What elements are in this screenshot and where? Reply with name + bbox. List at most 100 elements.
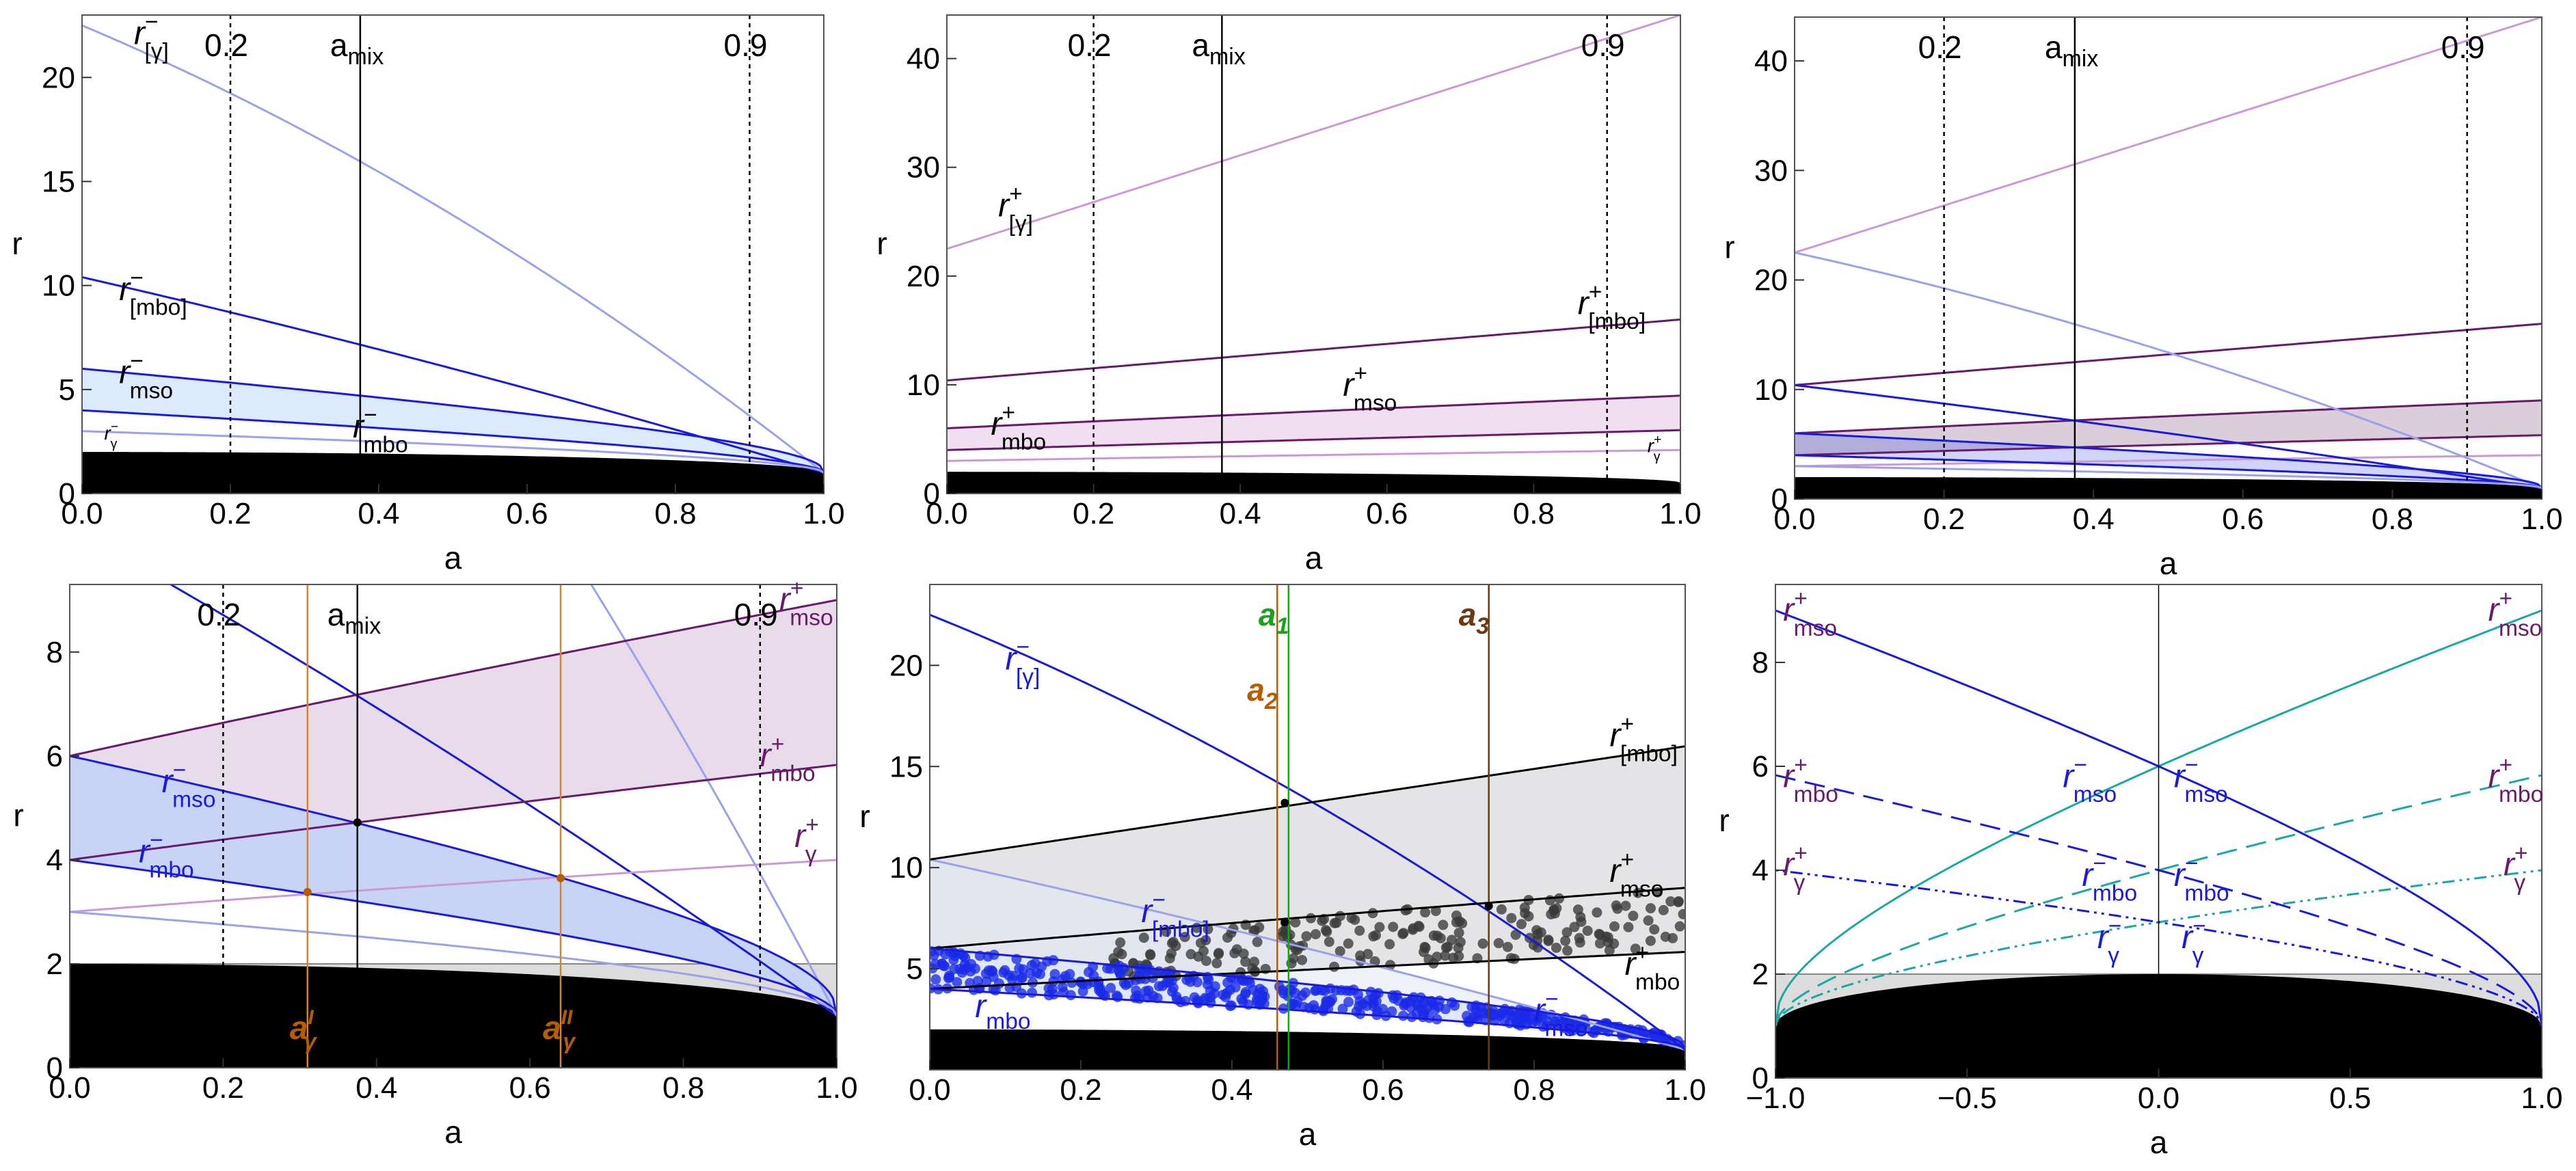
curve-label: r+ mso <box>779 576 833 630</box>
label-sup: − <box>2192 913 2206 939</box>
label-main: r <box>2097 919 2110 956</box>
curve-r_γ^+ <box>947 448 1680 462</box>
panel-bottom-left: 0.2 amix 0.9aI γ aII γ0.0 0.2 0.4 0.6 0.8 1.002468… <box>13 576 857 1150</box>
label-main: r <box>1783 592 1795 628</box>
label-sup: + <box>1794 587 1808 612</box>
x-tick-label: 0.8 <box>654 497 696 530</box>
scatter-point <box>1252 997 1263 1008</box>
scatter-point <box>1400 905 1411 916</box>
scatter-point <box>937 958 948 969</box>
y-axis-label: r <box>13 798 23 833</box>
x-tick-label: 1.0 <box>2521 502 2562 536</box>
scatter-point <box>1319 985 1330 996</box>
scatter-point <box>1609 921 1620 932</box>
x-tick-label: 0.2 <box>1073 497 1114 530</box>
curve-r_[γ]^- <box>930 614 1685 1051</box>
vline-label: 0.9 <box>724 27 768 63</box>
scatter-point <box>1192 995 1203 1006</box>
label-main: r <box>105 422 112 444</box>
curve-label: r+ γ <box>1783 841 1808 896</box>
label-sup: − <box>150 828 163 853</box>
label-sub: mix <box>2062 46 2098 72</box>
label-sup: + <box>771 731 785 757</box>
x-tick-label: 0.4 <box>1220 497 1261 530</box>
label-main: r <box>1343 367 1355 403</box>
curve-r_mbo^+ <box>70 764 837 861</box>
curve-r_mbo^- <box>82 409 824 474</box>
scatter-point <box>1388 921 1399 932</box>
x-tick-label: −0.5 <box>1937 1081 1997 1115</box>
label-sub: mbo <box>2499 782 2543 807</box>
marker-point <box>1484 902 1493 911</box>
label-sub: mbo <box>363 432 407 457</box>
x-tick-label: 0.8 <box>1513 1073 1555 1107</box>
label-sub: mso <box>1544 1017 1587 1042</box>
label-main: a <box>1459 597 1477 632</box>
scatter-point <box>1419 947 1430 958</box>
curve-r_mbo^+ <box>947 429 1680 451</box>
scatter-point <box>1346 913 1357 924</box>
label-main: r <box>1534 993 1546 1029</box>
curve-r_mso^- <box>82 367 824 474</box>
scatter-point <box>1018 964 1029 975</box>
y-axis-label: r <box>859 798 870 834</box>
label-sub: mso <box>130 378 173 403</box>
label-sub: γ <box>1654 449 1661 464</box>
curve-label: r− mbo <box>353 403 408 457</box>
scatter-point <box>1367 908 1378 919</box>
label-sub: [γ] <box>144 39 168 64</box>
scatter-point <box>1575 911 1586 922</box>
scatter-point <box>1428 930 1439 941</box>
label-main: r <box>162 764 174 800</box>
scatter-point <box>1433 1001 1444 1012</box>
marker-point <box>556 874 565 883</box>
scatter-point <box>1363 949 1373 960</box>
curve-label: r− mbo <box>139 828 194 883</box>
x-tick-label: 0.2 <box>209 497 251 530</box>
label-sub: mso <box>172 788 215 813</box>
curve-r_[γ]^+ <box>1795 17 2542 254</box>
label-sup: − <box>145 10 159 35</box>
vline-label: a3 <box>1459 597 1490 639</box>
label-sub: mbo <box>1002 430 1046 455</box>
label-main: r <box>998 187 1010 224</box>
curve-label: r+ mso <box>1343 361 1397 416</box>
black-hole-region <box>70 963 837 1068</box>
y-tick-label: 10 <box>42 269 75 303</box>
label-sub: mix <box>345 613 381 639</box>
label-sub: 1 <box>1276 613 1289 639</box>
scatter-point <box>1195 937 1206 948</box>
band-mbo-mboBar <box>930 859 1685 1050</box>
scatter-point <box>1105 982 1116 993</box>
curve-label: rmbo <box>975 988 1030 1034</box>
scatter-point <box>1678 908 1685 919</box>
scatter-point <box>1249 956 1260 967</box>
scatter-point <box>1153 966 1164 977</box>
vline-label: 0.2 <box>1068 27 1112 63</box>
label-sup: + <box>2514 841 2528 866</box>
scatter-point <box>1334 945 1345 956</box>
curve-label: r+ mso <box>1610 847 1664 902</box>
y-tick-label: 8 <box>1752 646 1769 679</box>
scatter-point <box>1290 917 1301 928</box>
curve-r_mbo^+ <box>1775 774 2542 1027</box>
vline-label: 0.2 <box>204 27 248 63</box>
scatter-point <box>1031 967 1042 978</box>
scatter-point <box>1535 927 1546 938</box>
scatter-point <box>1166 948 1177 959</box>
curve-label: r− γ <box>2182 913 2206 968</box>
x-tick-label: 0.4 <box>358 497 399 530</box>
scatter-point <box>1628 911 1639 921</box>
scatter-point <box>1211 958 1222 969</box>
curve-label: r− γ <box>105 419 119 451</box>
scatter-point <box>1337 1004 1348 1014</box>
x-tick-label: −1.0 <box>1746 1081 1806 1115</box>
scatter-point <box>1334 911 1345 921</box>
label-sup: − <box>1152 887 1166 913</box>
scatter-point <box>1237 996 1248 1007</box>
scatter-point <box>943 973 954 984</box>
scatter-point <box>1179 932 1190 943</box>
curve-label: r+ mbo <box>2488 753 2544 807</box>
label-main: r <box>991 406 1003 442</box>
marker-point <box>353 818 362 827</box>
